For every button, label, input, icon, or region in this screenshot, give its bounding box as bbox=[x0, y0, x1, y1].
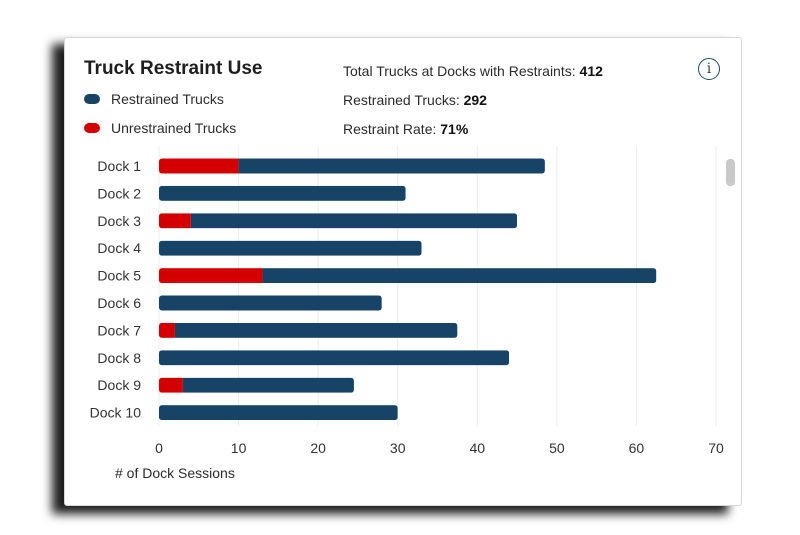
stat-total-label: Total Trucks at Docks with Restraints: bbox=[343, 63, 580, 79]
bar-restrained bbox=[238, 158, 545, 174]
x-tick-label: 60 bbox=[629, 440, 645, 456]
stat-total-trucks: Total Trucks at Docks with Restraints: 4… bbox=[343, 63, 603, 79]
legend-restrained-label: Restrained Trucks bbox=[111, 91, 224, 107]
legend-unrestrained: Unrestrained Trucks bbox=[84, 120, 236, 136]
x-tick-label: 50 bbox=[549, 440, 565, 456]
truck-restraint-card: Truck Restraint Use Restrained Trucks Un… bbox=[64, 37, 742, 506]
bar-restrained bbox=[159, 350, 510, 366]
bar-restrained bbox=[174, 322, 458, 338]
y-category-label: Dock 2 bbox=[97, 185, 141, 201]
y-category-label: Dock 7 bbox=[97, 322, 141, 338]
y-category-label: Dock 10 bbox=[90, 405, 142, 421]
bar-unrestrained bbox=[159, 158, 239, 174]
x-axis-title: # of Dock Sessions bbox=[115, 465, 235, 481]
stat-total-value: 412 bbox=[579, 63, 603, 79]
x-tick-label: 40 bbox=[469, 440, 485, 456]
x-tick-label: 30 bbox=[390, 440, 406, 456]
y-category-label: Dock 5 bbox=[97, 268, 141, 284]
bar-chart: 0 10 20 30 40 50 60 70 Dock 1 Dock 2 Dock 3 Dock 4 D… bbox=[90, 146, 724, 456]
stat-restraint-rate: Restraint Rate: 71% bbox=[343, 121, 468, 137]
bar-unrestrained bbox=[159, 322, 175, 338]
bar-unrestrained bbox=[159, 377, 183, 393]
y-category-label: Dock 1 bbox=[97, 158, 141, 174]
info-glyph: i bbox=[706, 61, 712, 77]
scrollbar-thumb[interactable] bbox=[726, 159, 735, 186]
x-tick-label: 20 bbox=[310, 440, 326, 456]
bar-restrained bbox=[159, 240, 422, 256]
y-category-label: Dock 3 bbox=[97, 213, 141, 229]
stat-restrained-label: Restrained Trucks: bbox=[343, 92, 464, 108]
x-tick-label: 10 bbox=[231, 440, 247, 456]
bar-restrained bbox=[159, 185, 406, 201]
bar-unrestrained bbox=[159, 268, 263, 284]
bar-restrained bbox=[262, 268, 657, 284]
x-tick-label: 70 bbox=[708, 440, 724, 456]
legend-unrestrained-swatch bbox=[84, 123, 100, 133]
bar-restrained bbox=[182, 377, 354, 393]
legend-restrained-swatch bbox=[84, 94, 100, 104]
y-category-label: Dock 4 bbox=[97, 240, 141, 256]
legend-unrestrained-label: Unrestrained Trucks bbox=[111, 120, 237, 136]
chart-title: Truck Restraint Use bbox=[84, 58, 263, 79]
bar-unrestrained bbox=[159, 213, 191, 229]
y-category-label: Dock 9 bbox=[97, 377, 141, 393]
y-category-label: Dock 8 bbox=[97, 350, 141, 366]
bar-restrained bbox=[159, 295, 382, 311]
legend-restrained: Restrained Trucks bbox=[84, 91, 224, 107]
bar-restrained bbox=[190, 213, 518, 229]
x-tick-label: 0 bbox=[155, 440, 163, 456]
stat-rate-value: 71% bbox=[440, 121, 469, 137]
bar-restrained bbox=[159, 405, 398, 421]
stat-restrained-trucks: Restrained Trucks: 292 bbox=[343, 92, 487, 108]
stat-restrained-value: 292 bbox=[463, 92, 487, 108]
y-category-label: Dock 6 bbox=[97, 295, 141, 311]
info-icon[interactable]: i bbox=[698, 58, 720, 80]
stat-rate-label: Restraint Rate: bbox=[343, 121, 441, 137]
